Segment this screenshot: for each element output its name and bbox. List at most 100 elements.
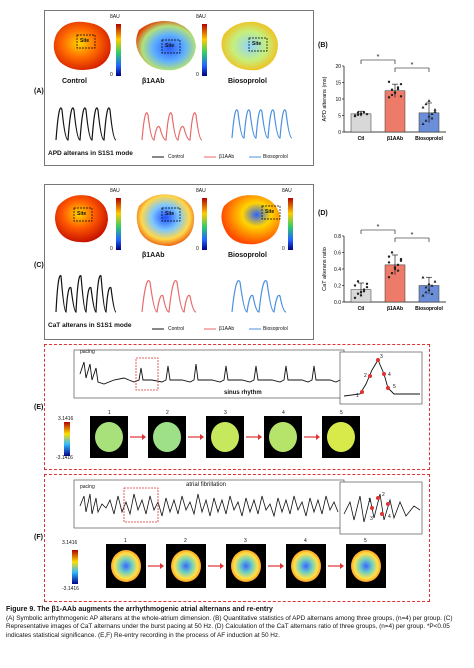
colorbar-top: 8AU [196,188,206,194]
data-point [424,118,428,122]
data-point [427,99,431,102]
data-point [365,112,369,116]
data-point [430,284,434,287]
peak-point-label: 1 [368,498,371,504]
frame-number: 5 [364,538,367,544]
x-tick-label: Biosoprolol [415,306,443,312]
site-box [73,207,93,222]
data-point [390,93,394,97]
data-point [356,111,360,114]
peak-point-label: 5 [393,384,396,390]
data-point [390,271,394,275]
y-tick-label: 0.0 [334,300,341,306]
x-tick-label: Biosoprolol [415,136,443,142]
data-point [353,296,357,300]
colorbar [288,198,293,250]
phase-bottom: -3.1416 [62,586,79,592]
caption-title: Figure 9. The β1-AAb augments the arrhyt… [6,606,273,613]
data-point [399,82,403,86]
data-point [396,86,400,89]
data-point [387,261,391,264]
x-tick-label: Ctl [358,306,365,312]
bis-map [221,21,278,71]
site-box [76,34,96,49]
data-point [387,96,391,99]
colorbar [116,198,121,250]
phase-top: 3.1416 [58,416,74,422]
panel-c-label: (C) [34,262,44,269]
pacing-label: pacing [80,484,95,490]
control-map [53,21,111,70]
data-point [430,112,434,116]
y-tick-label: 0.4 [334,267,341,273]
site-label: Site [77,211,87,217]
peak-point-label: 2 [364,373,367,379]
data-point [399,95,403,98]
mode-text: APD alterans in S1S1 mode [48,150,133,157]
data-point [353,114,357,117]
x-tick-label: β1AAb [387,306,403,312]
y-tick-label: 15 [335,81,341,87]
peak-point-label: 4 [388,514,391,520]
site-label: Site [165,211,175,217]
data-point [399,259,403,262]
panel-c-graphics [55,194,293,330]
data-point [362,111,366,114]
map-title: β1AAb [142,252,165,259]
site-label: Site [252,41,262,47]
data-point [433,110,437,113]
aab-trace [141,280,197,313]
site-label: Site [265,209,275,215]
data-point [427,288,431,291]
data-point [387,276,391,279]
frame-number: 4 [304,538,307,544]
y-axis-label: APD alterans (ms) [322,76,328,121]
sig-star: * [377,224,380,231]
caption-body: (A) Symbolic arrhythmogenic AP alterans … [6,615,453,639]
site-box [261,205,281,220]
legend-control: Control [168,326,185,332]
rhythm-label: sinus rhythm [224,390,262,396]
peak-point-label: 2 [382,492,385,498]
data-point [396,269,400,272]
frame-number: 3 [244,538,247,544]
legend-aab: β1AAb [219,154,235,160]
peak-point-label: 3 [380,354,383,360]
pacing-label: pacing [80,349,95,355]
data-point [356,280,360,283]
data-point [421,293,425,297]
panel-e-graphics [64,349,423,458]
panel-b-label: (B) [318,42,328,49]
data-point [421,105,425,109]
data-point [359,290,363,294]
sig-star: * [411,232,414,239]
data-point [393,266,397,269]
data-point [359,294,363,297]
data-point [387,80,391,84]
aab-map [136,21,196,71]
panel-f-graphics [72,479,423,588]
legend-control: Control [168,154,185,160]
x-tick-label: β1AAb [387,136,403,142]
map-title: β1AAb [142,78,165,85]
colorbar-bottom: 0 [282,246,285,252]
map-title: Biosoprolol [228,252,267,259]
data-point [390,88,394,91]
colorbar [116,24,121,76]
frame-number: 3 [224,410,227,416]
sinus-trace [79,361,341,385]
sig-star: * [411,62,414,69]
y-tick-label: 0 [338,130,341,136]
highlight-box [123,487,159,523]
data-point [427,114,431,118]
panel-f-label: (F) [34,534,43,541]
site-label: Site [80,38,90,44]
frame-number: 4 [282,410,285,416]
panel-a-graphics [53,21,293,158]
af-trace [79,493,339,518]
control-map [55,195,108,243]
control-trace [55,275,117,313]
colorbar-top: 8AU [282,188,292,194]
data-point [365,282,369,286]
data-point [427,282,431,286]
